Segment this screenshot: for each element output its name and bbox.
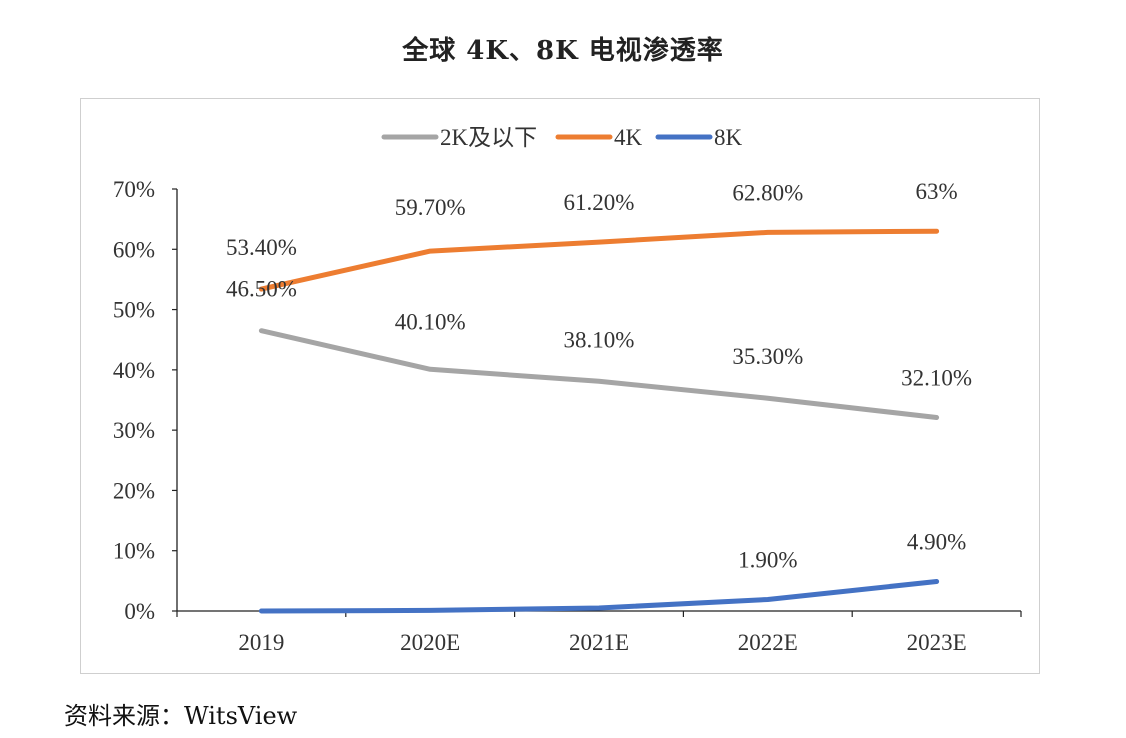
y-tick-label: 70% — [113, 177, 155, 202]
data-label: 35.30% — [732, 344, 803, 369]
axes: 0% 10% 20% 30% 40% 50% 60% 70% 2019 2020E 2021E 202… — [113, 177, 1022, 655]
x-tick-label: 2019 — [238, 630, 284, 655]
x-tick-label: 2022E — [738, 630, 798, 655]
source-label: 资料来源： — [64, 702, 184, 730]
series-line-2 — [258, 228, 940, 292]
legend-label: 2K及以下 — [440, 125, 537, 150]
legend-item: 8K — [655, 125, 743, 150]
data-label: 62.80% — [732, 180, 803, 205]
series-line-3 — [258, 579, 940, 614]
series-line-1 — [258, 328, 940, 420]
data-label: 63% — [916, 179, 958, 204]
line-chart: 2K及以下 4K 8K 0% 10% 20% 30% 40% 50% 60% 70% 2019 202… — [113, 125, 1022, 655]
source-value: WitsView — [184, 702, 298, 730]
y-tick-label: 40% — [113, 358, 155, 383]
series-lines — [258, 228, 940, 614]
data-label: 32.10% — [901, 365, 972, 390]
data-label: 59.70% — [395, 195, 466, 220]
y-tick-label: 60% — [113, 237, 155, 262]
y-tick-label: 20% — [113, 478, 155, 503]
legend-label: 8K — [714, 125, 743, 150]
x-tick-label: 2021E — [569, 630, 629, 655]
y-tick-label: 30% — [113, 418, 155, 443]
data-label: 38.10% — [564, 327, 635, 352]
data-label: 61.20% — [564, 190, 635, 215]
legend-label: 4K — [614, 125, 643, 150]
legend-item: 2K及以下 — [381, 125, 537, 150]
chart-area: 2K及以下 4K 8K 0% 10% 20% 30% 40% 50% 60% 70% 2019 202… — [80, 98, 1040, 674]
x-tick-label: 2023E — [907, 630, 967, 655]
data-label: 46.50% — [226, 277, 297, 302]
y-tick-label: 0% — [124, 599, 155, 624]
data-label: 40.10% — [395, 309, 466, 334]
legend: 2K及以下 4K 8K — [381, 125, 743, 150]
y-tick-label: 10% — [113, 539, 155, 564]
data-label: 4.90% — [907, 529, 966, 554]
chart-title: 全球 4K、8K 电视渗透率 — [402, 36, 724, 66]
x-tick-label: 2020E — [400, 630, 460, 655]
data-label: 1.90% — [738, 548, 797, 573]
source-note: 资料来源：WitsView — [64, 696, 297, 731]
y-tick-label: 50% — [113, 298, 155, 323]
legend-item: 4K — [555, 125, 643, 150]
data-labels: 46.50% 40.10% 38.10% 35.30% 32.10% 53.40% 59.7… — [226, 179, 972, 572]
data-label: 53.40% — [226, 235, 297, 260]
